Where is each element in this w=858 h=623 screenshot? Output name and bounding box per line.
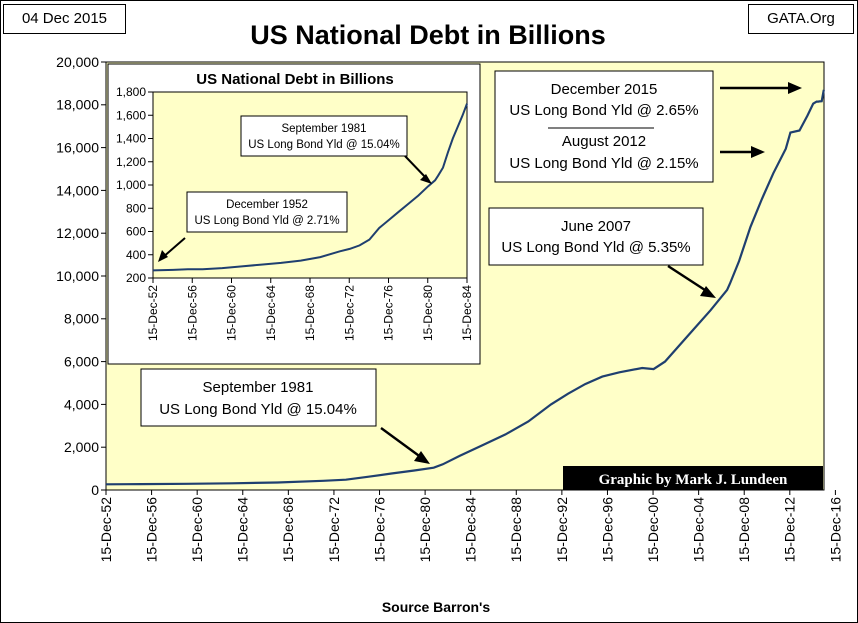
arrowhead-1981 bbox=[414, 451, 430, 464]
main-xtick-label-1: 15-Dec-56 bbox=[143, 497, 159, 563]
inset-ytick-label-7: 1,600 bbox=[116, 108, 146, 122]
annotation-2015-box bbox=[494, 70, 714, 183]
arrowhead-2007 bbox=[700, 286, 716, 298]
arrow-1981 bbox=[380, 427, 423, 459]
annotation-1981-box bbox=[140, 368, 377, 427]
main-ytick-label-9: 18,000 bbox=[56, 97, 99, 113]
source-site-label: GATA.Org bbox=[748, 4, 854, 34]
inset-annotation-1952-line2: US Long Bond Yld @ 2.71% bbox=[194, 215, 339, 227]
main-ytick-label-6: 12,000 bbox=[56, 225, 99, 241]
inset-xtick-label-2: 15-Dec-60 bbox=[225, 285, 239, 341]
inset-ytick-label-6: 1,400 bbox=[116, 132, 146, 146]
main-ytick-label-10: 20,000 bbox=[56, 54, 99, 70]
inset-xtick-label-1: 15-Dec-56 bbox=[185, 285, 199, 341]
annotation-2012-line1: August 2012 bbox=[562, 133, 646, 150]
annotation-2007-line2: US Long Bond Yld @ 5.35% bbox=[501, 239, 690, 256]
main-xtick-label-2: 15-Dec-60 bbox=[189, 497, 205, 563]
inset-xtick-label-4: 15-Dec-68 bbox=[303, 285, 317, 341]
inset-arrowhead-1952 bbox=[158, 250, 168, 262]
main-ytick-label-1: 2,000 bbox=[64, 439, 99, 455]
main-xtick-label-3: 15-Dec-64 bbox=[235, 497, 251, 563]
main-ytick-label-0: 0 bbox=[91, 482, 99, 498]
main-xtick-label-10: 15-Dec-92 bbox=[554, 497, 570, 563]
main-ytick-label-4: 8,000 bbox=[64, 311, 99, 327]
inset-ytick-label-2: 600 bbox=[126, 225, 146, 239]
annotation-2007-box bbox=[488, 207, 704, 266]
main-xtick-label-4: 15-Dec-68 bbox=[280, 497, 296, 563]
arrowhead-2015 bbox=[788, 82, 802, 94]
main-xtick-label-12: 15-Dec-00 bbox=[645, 497, 661, 563]
main-xtick-label-16: 15-Dec-16 bbox=[827, 497, 843, 563]
main-xtick-label-5: 15-Dec-72 bbox=[326, 497, 342, 563]
main-xtick-label-7: 15-Dec-80 bbox=[417, 497, 433, 563]
inset-annotation-1981-box bbox=[240, 115, 408, 157]
annotation-1981-line1: September 1981 bbox=[203, 379, 314, 396]
inset-ytick-label-0: 200 bbox=[126, 271, 146, 285]
inset-chart-title: US National Debt in Billions bbox=[196, 71, 394, 88]
annotation-2015-line2: US Long Bond Yld @ 2.65% bbox=[509, 102, 698, 119]
main-xtick-label-14: 15-Dec-08 bbox=[736, 497, 752, 563]
arrowhead-2012 bbox=[751, 146, 765, 158]
credit-box bbox=[563, 466, 823, 490]
inset-xtick-label-0: 15-Dec-52 bbox=[146, 285, 160, 341]
main-xtick-label-13: 15-Dec-04 bbox=[691, 497, 707, 563]
arrow-2007 bbox=[667, 264, 709, 294]
main-xtick-label-8: 15-Dec-84 bbox=[463, 497, 479, 563]
main-ytick-label-8: 16,000 bbox=[56, 140, 99, 156]
main-xtick-label-11: 15-Dec-96 bbox=[599, 497, 615, 563]
main-ytick-label-7: 14,000 bbox=[56, 182, 99, 198]
inset-ytick-label-8: 1,800 bbox=[116, 85, 146, 99]
main-ytick-label-3: 6,000 bbox=[64, 354, 99, 370]
annotation-2015-line1: December 2015 bbox=[551, 81, 658, 98]
x-axis-label: Source Barron's bbox=[382, 599, 491, 615]
annotation-2012-line2: US Long Bond Yld @ 2.15% bbox=[509, 155, 698, 172]
inset-annotation-1981-line1: September 1981 bbox=[281, 123, 366, 135]
inset-xtick-label-8: 15-Dec-84 bbox=[460, 285, 474, 341]
inset-xtick-label-7: 15-Dec-80 bbox=[421, 285, 435, 341]
main-ytick-label-5: 10,000 bbox=[56, 268, 99, 284]
main-xtick-label-0: 15-Dec-52 bbox=[98, 497, 114, 563]
inset-axes: 200 400 600 800 1,000 1,200 1,400 1,600 1,800 15-… bbox=[116, 85, 474, 341]
inset-debt-line bbox=[152, 103, 468, 272]
inset-xtick-label-5: 15-Dec-72 bbox=[342, 285, 356, 341]
main-ytick-label-2: 4,000 bbox=[64, 396, 99, 412]
inset-arrowhead-1981 bbox=[420, 174, 432, 184]
inset-ytick-label-4: 1,000 bbox=[116, 178, 146, 192]
credit-text: Graphic by Mark J. Lundeen bbox=[599, 472, 788, 488]
main-debt-line bbox=[105, 89, 825, 486]
main-chart-title: US National Debt in Billions bbox=[250, 20, 606, 50]
inset-xtick-label-6: 15-Dec-76 bbox=[382, 285, 396, 341]
inset-ytick-label-5: 1,200 bbox=[116, 155, 146, 169]
inset-annotation-1952-line1: December 1952 bbox=[226, 199, 308, 211]
inset-annotation-1952-box bbox=[186, 191, 348, 233]
inset-xtick-label-3: 15-Dec-64 bbox=[264, 285, 278, 341]
main-xtick-label-15: 15-Dec-12 bbox=[782, 497, 798, 563]
main-axes: 0 2,000 4,000 6,000 8,000 10,000 12,000 14,000 1… bbox=[56, 54, 843, 562]
main-xtick-label-9: 15-Dec-88 bbox=[508, 497, 524, 563]
inset-ytick-label-3: 800 bbox=[126, 201, 146, 215]
inset-annotation-1981-line2: US Long Bond Yld @ 15.04% bbox=[248, 139, 399, 151]
annotation-2007-line1: June 2007 bbox=[561, 218, 631, 235]
date-label: 04 Dec 2015 bbox=[3, 4, 126, 34]
annotation-1981-line2: US Long Bond Yld @ 15.04% bbox=[159, 401, 357, 418]
inset-ytick-label-1: 400 bbox=[126, 248, 146, 262]
main-xtick-label-6: 15-Dec-76 bbox=[371, 497, 387, 563]
